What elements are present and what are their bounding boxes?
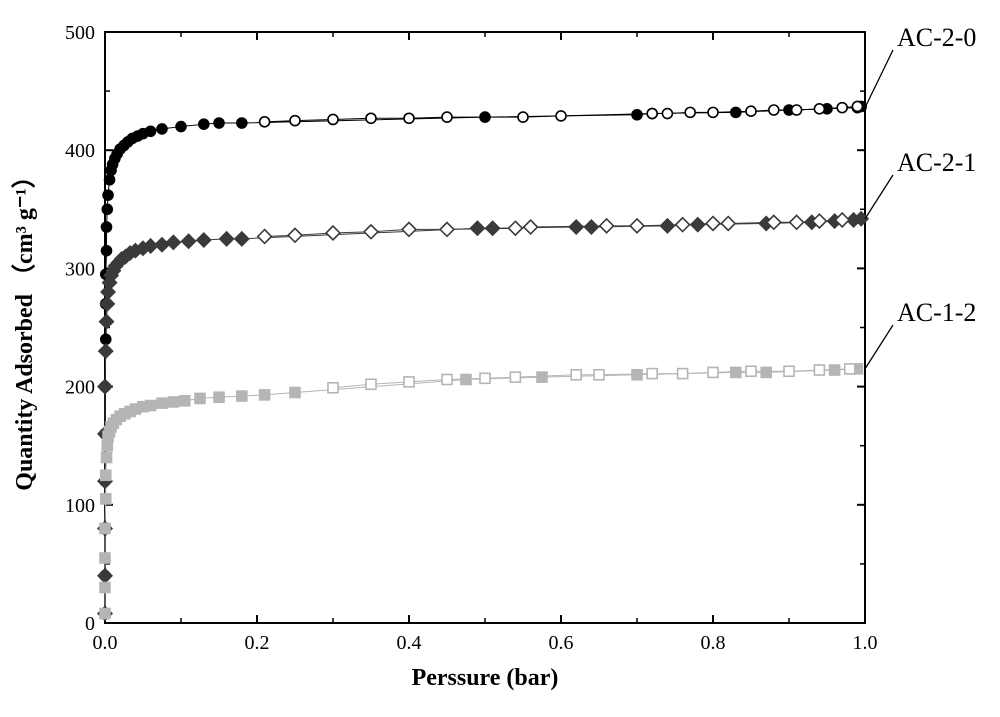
chart-svg: 0.0 0.2 0.4 0.6 0.8 1.0 0 100 200 300 400 500 Perssu…	[0, 0, 1000, 717]
svg-text:Perssure (bar): Perssure (bar)	[412, 665, 559, 691]
svg-text:200: 200	[65, 377, 95, 399]
svg-text:Quantity Adsorbed （cm³ g⁻¹）: Quantity Adsorbed （cm³ g⁻¹）	[11, 164, 38, 490]
svg-text:300: 300	[65, 258, 95, 280]
svg-text:AC-2-1: AC-2-1	[897, 148, 976, 177]
svg-text:500: 500	[65, 22, 95, 44]
svg-text:0.4: 0.4	[397, 632, 422, 654]
svg-text:0.0: 0.0	[93, 632, 118, 654]
svg-text:AC-1-2: AC-1-2	[897, 298, 976, 327]
svg-text:AC-2-0: AC-2-0	[897, 23, 976, 52]
svg-text:400: 400	[65, 140, 95, 162]
svg-text:0.2: 0.2	[245, 632, 270, 654]
svg-text:0.6: 0.6	[549, 632, 574, 654]
chart-canvas: 0.0 0.2 0.4 0.6 0.8 1.0 0 100 200 300 400 500 Perssu…	[0, 0, 1000, 717]
svg-text:1.0: 1.0	[853, 632, 878, 654]
svg-text:0.8: 0.8	[701, 632, 726, 654]
svg-text:0: 0	[85, 613, 95, 635]
svg-text:100: 100	[65, 495, 95, 517]
